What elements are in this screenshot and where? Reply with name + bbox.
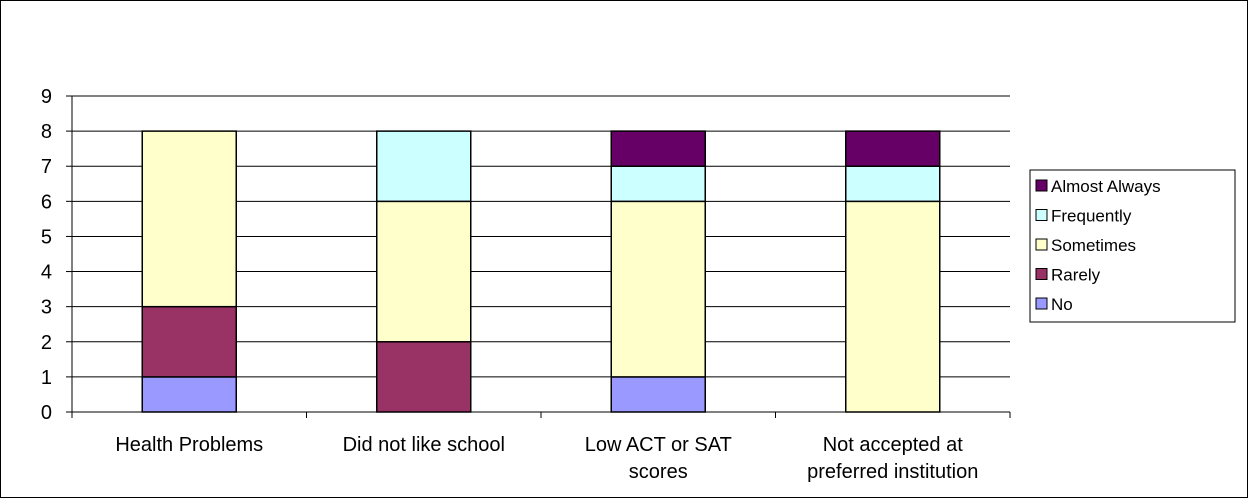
bar-segment [141, 376, 237, 413]
y-tick-label: 4 [41, 262, 52, 284]
bar-segment [141, 305, 237, 378]
legend-swatch [1035, 297, 1048, 310]
x-category-label: Not accepted at [823, 434, 964, 456]
bar-segment [141, 130, 237, 308]
x-category-label: preferred institution [807, 461, 978, 483]
bar-segment [610, 376, 706, 413]
legend-swatch [1035, 238, 1048, 251]
bar-segment [376, 341, 472, 413]
y-tick-label: 9 [41, 86, 52, 108]
y-tick-label: 5 [41, 226, 52, 248]
y-tick-label: 3 [41, 297, 52, 319]
x-category-label: scores [629, 461, 688, 483]
y-tick-label: 6 [41, 191, 52, 213]
y-tick-label: 2 [41, 332, 52, 354]
bar-segment [376, 130, 472, 203]
legend-label: Rarely [1051, 266, 1101, 285]
legend-swatch [1035, 209, 1048, 221]
legend-box [1029, 169, 1236, 323]
x-category-label: Low ACT or SAT [585, 434, 732, 456]
x-category-label: Did not like school [343, 434, 505, 456]
bar-segment [610, 130, 706, 167]
legend-swatch [1035, 268, 1048, 280]
y-tick-label: 8 [41, 121, 52, 143]
legend-label: Almost Always [1051, 177, 1161, 196]
y-tick-label: 7 [41, 156, 52, 178]
bar-segment [845, 130, 941, 167]
bar-segment [610, 200, 706, 378]
legend-label: No [1051, 295, 1073, 314]
bar-segment [376, 200, 472, 343]
legend-label: Sometimes [1051, 236, 1136, 255]
legend-swatch [1035, 179, 1048, 192]
legend-label: Frequently [1051, 207, 1132, 226]
y-tick-label: 0 [41, 402, 52, 424]
y-tick-label: 1 [41, 367, 52, 389]
x-category-label: Health Problems [115, 434, 263, 456]
bar-segment [845, 200, 941, 413]
bar-segment [845, 165, 941, 203]
bar-segment [610, 165, 706, 203]
